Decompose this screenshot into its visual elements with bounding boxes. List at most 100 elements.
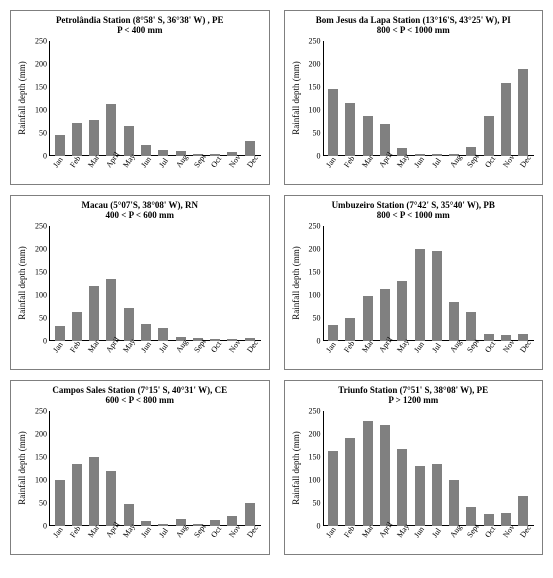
- plot-area: [323, 226, 535, 341]
- bar: [432, 464, 442, 526]
- bar: [106, 279, 116, 341]
- y-axis-label: Rainfall depth (mm): [17, 61, 27, 134]
- y-tick: 0: [43, 152, 47, 161]
- chart-panel: Campos Sales Station (7°15' S, 40°31' W)…: [10, 380, 270, 555]
- y-ticks: 050100150200250: [305, 411, 321, 526]
- panel-title: Umbuzeiro Station (7°42' S, 35°40' W), P…: [285, 200, 543, 221]
- bars: [49, 226, 261, 341]
- bar: [328, 89, 338, 156]
- plot-area: [49, 411, 261, 526]
- y-axis-label: Rainfall depth (mm): [17, 246, 27, 319]
- plot-area: [323, 411, 535, 526]
- bar: [449, 302, 459, 341]
- bar: [89, 286, 99, 341]
- panel-title: Bom Jesus da Lapa Station (13°16'S, 43°2…: [285, 15, 543, 36]
- chart-panel: Macau (5°07'S, 38°08' W), RN400 < P < 60…: [10, 195, 270, 370]
- bar: [106, 471, 116, 526]
- y-tick: 0: [43, 522, 47, 531]
- plot-area: [49, 226, 261, 341]
- y-tick: 250: [309, 407, 321, 416]
- plot-area: [323, 41, 535, 156]
- y-tick: 100: [35, 106, 47, 115]
- bar: [484, 116, 494, 156]
- panel-title: Triunfo Station (7°51' S, 38°08' W), PEP…: [285, 385, 543, 406]
- y-axis-label: Rainfall depth (mm): [17, 431, 27, 504]
- y-tick: 50: [313, 499, 321, 508]
- y-tick: 150: [35, 268, 47, 277]
- bar: [55, 480, 65, 526]
- bar: [345, 318, 355, 341]
- y-ticks: 050100150200250: [31, 226, 47, 341]
- bar: [415, 249, 425, 341]
- y-tick: 200: [309, 245, 321, 254]
- x-ticks: JanFebMarAprilMayJunJulAugSeptOctNovDec: [49, 528, 261, 554]
- bar: [89, 120, 99, 156]
- x-ticks: JanFebMarAprilMayJunJulAugSeptOctNovDec: [323, 343, 535, 369]
- y-axis-label: Rainfall depth (mm): [290, 246, 300, 319]
- bars: [323, 411, 535, 526]
- bar: [106, 104, 116, 156]
- y-tick: 0: [317, 337, 321, 346]
- y-tick: 100: [309, 291, 321, 300]
- y-tick: 250: [35, 37, 47, 46]
- bar: [55, 135, 65, 156]
- y-tick: 0: [317, 152, 321, 161]
- bar: [449, 480, 459, 526]
- bars: [323, 41, 535, 156]
- bar: [328, 451, 338, 526]
- x-ticks: JanFebMarAprilMayJunJulAugSeptOctNovDec: [323, 528, 535, 554]
- x-ticks: JanFebMarAprilMayJunJulAugSeptOctNovDec: [49, 158, 261, 184]
- y-tick: 250: [35, 222, 47, 231]
- bar: [466, 312, 476, 341]
- y-tick: 50: [39, 499, 47, 508]
- bar: [72, 123, 82, 156]
- bar: [363, 116, 373, 156]
- bars: [49, 411, 261, 526]
- y-tick: 150: [309, 268, 321, 277]
- bars: [323, 226, 535, 341]
- bar: [363, 296, 373, 341]
- y-tick: 250: [309, 37, 321, 46]
- y-tick: 50: [39, 314, 47, 323]
- y-tick: 250: [309, 222, 321, 231]
- x-ticks: JanFebMarAprilMayJunJulAugSeptOctNovDec: [323, 158, 535, 184]
- y-ticks: 050100150200250: [305, 226, 321, 341]
- y-tick: 200: [35, 60, 47, 69]
- y-tick: 150: [35, 83, 47, 92]
- bar: [397, 449, 407, 526]
- bar: [72, 464, 82, 526]
- bar: [415, 466, 425, 526]
- bar: [432, 251, 442, 341]
- y-axis-label: Rainfall depth (mm): [290, 431, 300, 504]
- y-tick: 50: [313, 314, 321, 323]
- chart-grid: Petrolândia Station (8°58' S, 36°38' W) …: [10, 10, 543, 555]
- bar: [245, 503, 255, 526]
- chart-panel: Petrolândia Station (8°58' S, 36°38' W) …: [10, 10, 270, 185]
- bar: [501, 83, 511, 156]
- bar: [363, 421, 373, 526]
- panel-title: Petrolândia Station (8°58' S, 36°38' W) …: [11, 15, 269, 36]
- bar: [345, 103, 355, 156]
- bar: [55, 326, 65, 341]
- bars: [49, 41, 261, 156]
- bar: [141, 145, 151, 156]
- y-tick: 200: [35, 430, 47, 439]
- bar: [518, 69, 528, 156]
- y-tick: 150: [309, 83, 321, 92]
- y-tick: 100: [35, 291, 47, 300]
- y-tick: 100: [35, 476, 47, 485]
- panel-title: Macau (5°07'S, 38°08' W), RN400 < P < 60…: [11, 200, 269, 221]
- bar: [380, 425, 390, 526]
- bar: [89, 457, 99, 526]
- chart-panel: Triunfo Station (7°51' S, 38°08' W), PEP…: [284, 380, 544, 555]
- bar: [141, 324, 151, 341]
- y-tick: 150: [309, 453, 321, 462]
- bar: [380, 289, 390, 341]
- y-tick: 0: [43, 337, 47, 346]
- bar: [345, 438, 355, 526]
- y-tick: 250: [35, 407, 47, 416]
- chart-panel: Bom Jesus da Lapa Station (13°16'S, 43°2…: [284, 10, 544, 185]
- y-tick: 200: [309, 430, 321, 439]
- bar: [72, 312, 82, 341]
- y-axis-label: Rainfall depth (mm): [290, 61, 300, 134]
